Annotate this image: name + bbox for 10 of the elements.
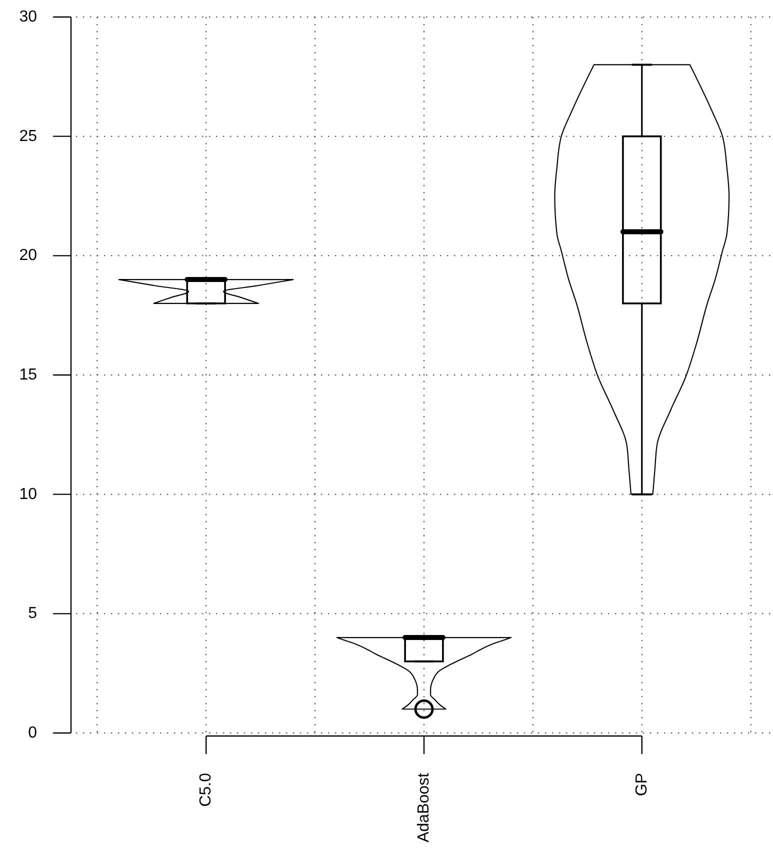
y-tick-label: 5 <box>28 605 38 622</box>
y-tick-label: 20 <box>19 247 38 264</box>
x-tick-label: C5.0 <box>198 772 215 807</box>
y-tick-label: 30 <box>19 8 38 26</box>
y-tick-label: 0 <box>28 724 38 742</box>
y-tick-label: 25 <box>19 128 38 145</box>
x-tick-label: GP <box>633 773 650 796</box>
y-tick-label: 15 <box>19 366 38 384</box>
x-tick-label: AdaBoost <box>416 772 432 842</box>
y-tick-label: 10 <box>19 486 38 503</box>
